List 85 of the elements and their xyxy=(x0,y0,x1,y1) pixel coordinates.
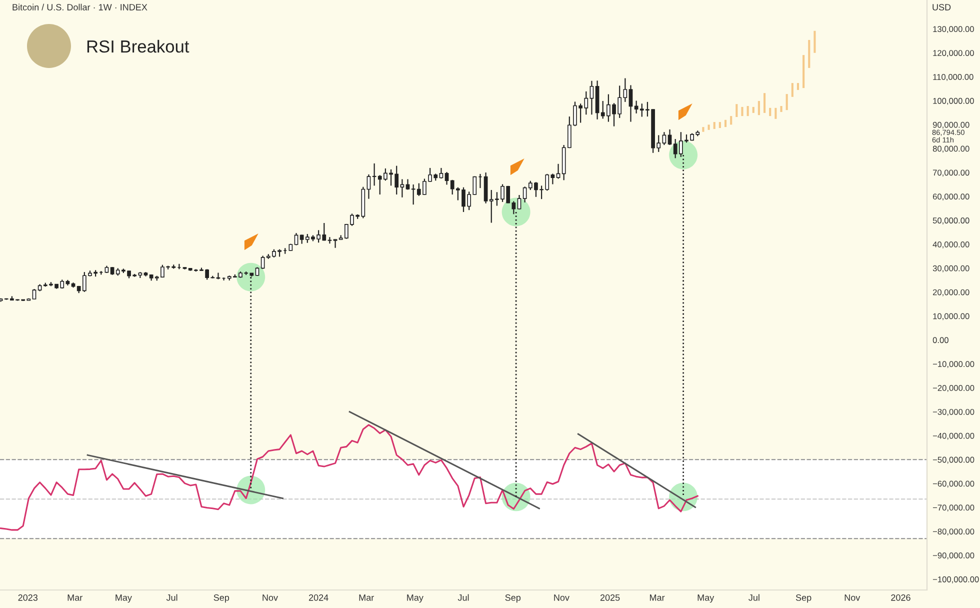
y-tick-label: 40,000.00 xyxy=(932,241,970,248)
x-tick-label: 2026 xyxy=(891,594,910,601)
y-tick-label: −90,000.00 xyxy=(932,552,974,560)
bar xyxy=(774,108,777,119)
x-tick-label: Sep xyxy=(505,594,521,603)
x-tick-label: 2025 xyxy=(600,594,620,601)
bar xyxy=(786,94,788,110)
candlestick xyxy=(668,128,672,146)
x-tick-label: Mar xyxy=(359,594,374,601)
chart-title: Bitcoin / U.S. Dollar · 1W · INDEX xyxy=(12,4,148,10)
bar xyxy=(764,93,766,113)
y-tick-label: −100,000.00 xyxy=(932,576,979,584)
candlestick xyxy=(662,132,666,146)
bar xyxy=(796,83,800,90)
x-tick-label: May xyxy=(116,594,132,603)
y-tick-label: 90,000.00 xyxy=(932,122,970,129)
candlestick xyxy=(444,171,449,186)
x-tick-label: Jul xyxy=(166,594,178,601)
bar xyxy=(702,127,704,132)
candlestick xyxy=(634,100,638,114)
candlestick xyxy=(32,288,36,300)
bar xyxy=(758,100,760,116)
text: RSI Breakout xyxy=(87,40,190,53)
y-axis-title: USD xyxy=(932,4,951,10)
candlestick xyxy=(333,238,338,248)
x-tick-label: Nov xyxy=(554,594,570,601)
x-tick-label: Sep xyxy=(214,594,230,603)
y-tick-label: 70,000.00 xyxy=(932,170,970,177)
bar xyxy=(746,106,749,116)
y-tick-label: 100,000.00 xyxy=(933,98,974,105)
y-tick-label: −70,000.00 xyxy=(932,504,974,512)
y-tick-label: 80,000.00 xyxy=(932,146,970,153)
y-tick-label: 110,000.00 xyxy=(933,74,974,81)
y-tick-label: 30,000.00 xyxy=(932,265,970,272)
y-tick-label: 60,000.00 xyxy=(932,194,970,201)
y-tick-label: 50,000.00 xyxy=(932,218,970,224)
y-tick-label: 10,000.00 xyxy=(933,313,970,320)
bar xyxy=(718,122,721,128)
bar xyxy=(791,83,794,97)
y-tick-label: −40,000.00 xyxy=(932,432,974,440)
candlestick xyxy=(590,80,594,116)
bar xyxy=(730,116,732,125)
candlestick xyxy=(372,162,376,186)
y-tick-label: 20,000.00 xyxy=(932,289,970,296)
y-tick-label: −10,000.00 xyxy=(932,361,974,368)
candlestick xyxy=(550,173,555,185)
y-tick-label: 0.00 xyxy=(932,337,948,344)
bar xyxy=(736,104,738,117)
x-tick-label: 2024 xyxy=(308,594,328,601)
y-tick-label: −20,000.00 xyxy=(932,385,974,392)
candlestick xyxy=(366,174,371,200)
bar xyxy=(780,106,782,112)
x-tick-label: May xyxy=(698,594,714,603)
x-tick-label: Mar xyxy=(650,594,665,601)
bar xyxy=(713,122,716,129)
bar xyxy=(814,30,816,53)
y-tick-label: −50,000.00 xyxy=(932,456,974,464)
x-tick-label: Nov xyxy=(844,594,860,601)
x-tick-label: Sep xyxy=(796,594,812,603)
candlestick xyxy=(328,236,332,244)
y-tick-label: −30,000.00 xyxy=(932,408,974,416)
candlestick xyxy=(556,163,560,180)
bar xyxy=(769,108,772,116)
bar xyxy=(741,106,744,116)
candlestick xyxy=(260,255,265,270)
bar xyxy=(802,55,805,88)
bar xyxy=(724,120,727,128)
candlestick xyxy=(628,84,633,122)
candlestick xyxy=(294,232,298,246)
candlestick xyxy=(439,167,444,180)
bar xyxy=(808,40,810,68)
x-tick-label: 2023 xyxy=(18,594,38,601)
x-tick-label: Nov xyxy=(262,594,278,601)
y-tick-label: −60,000.00 xyxy=(932,480,974,488)
y-tick-label: 130,000.00 xyxy=(933,26,974,34)
x-tick-label: Mar xyxy=(68,594,82,601)
x-tick-label: May xyxy=(407,594,424,603)
x-tick-label: Jul xyxy=(748,594,760,601)
candlestick xyxy=(517,194,522,210)
bar xyxy=(752,106,754,113)
y-tick-label: 120,000.00 xyxy=(933,50,974,57)
line-series xyxy=(0,424,698,531)
x-tick-label: Jul xyxy=(458,594,469,601)
bar xyxy=(708,124,710,130)
y-tick-label: −80,000.00 xyxy=(932,528,974,536)
